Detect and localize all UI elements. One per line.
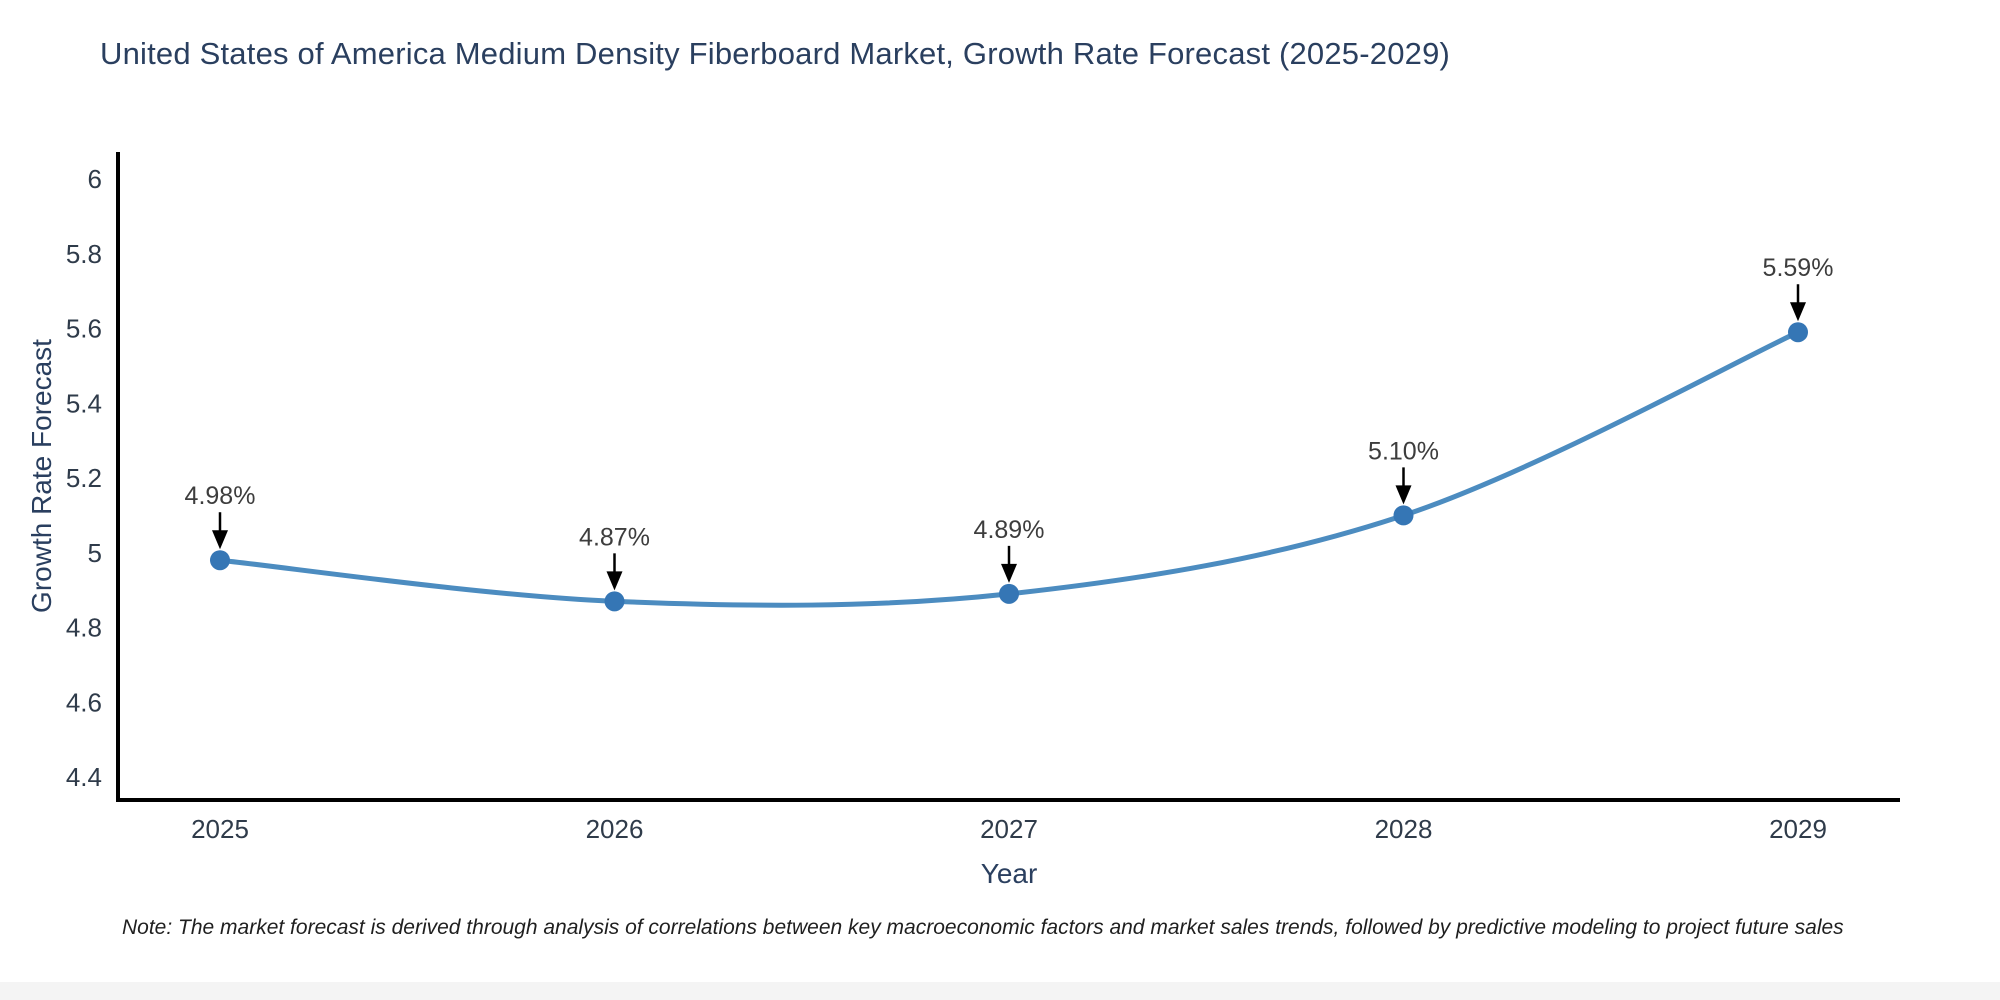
data-point-marker [604, 591, 625, 612]
footnote: Note: The market forecast is derived thr… [122, 916, 1844, 939]
annotation-arrowhead [1001, 563, 1017, 583]
data-point-marker [999, 583, 1019, 604]
y-tick-label: 5 [88, 538, 102, 568]
y-axis-title: Growth Rate Forecast [26, 339, 57, 613]
annotation-arrowhead [1790, 302, 1806, 322]
y-tick-label: 5.4 [66, 388, 102, 418]
data-point-label: 4.87% [579, 523, 650, 551]
annotation-arrowhead [1395, 485, 1412, 505]
y-tick-label: 4.8 [66, 613, 102, 643]
annotation-arrowhead [606, 571, 623, 591]
data-point-marker [210, 550, 230, 571]
y-tick-label: 4.4 [66, 762, 102, 792]
bottom-strip [0, 982, 2000, 1000]
x-tick-label: 2027 [980, 814, 1038, 844]
y-tick-label: 5.2 [66, 463, 102, 493]
data-point-label: 5.10% [1368, 437, 1439, 465]
y-tick-label: 5.8 [66, 239, 102, 269]
data-point-label: 5.59% [1763, 254, 1834, 282]
data-point-label: 4.89% [974, 516, 1045, 544]
y-tick-label: 6 [88, 164, 102, 194]
data-point-marker [1788, 322, 1808, 343]
x-tick-label: 2025 [191, 814, 249, 844]
y-tick-label: 4.6 [66, 687, 102, 717]
x-tick-label: 2029 [1769, 814, 1827, 844]
data-point-marker [1393, 505, 1414, 526]
x-axis-title: Year [980, 858, 1038, 889]
x-tick-label: 2026 [586, 814, 644, 844]
chart-title: United States of America Medium Density … [100, 36, 1451, 71]
annotation-arrowhead [212, 530, 228, 550]
x-tick-label: 2028 [1375, 814, 1433, 844]
data-point-label: 4.98% [185, 482, 256, 510]
y-tick-label: 5.6 [66, 314, 102, 344]
